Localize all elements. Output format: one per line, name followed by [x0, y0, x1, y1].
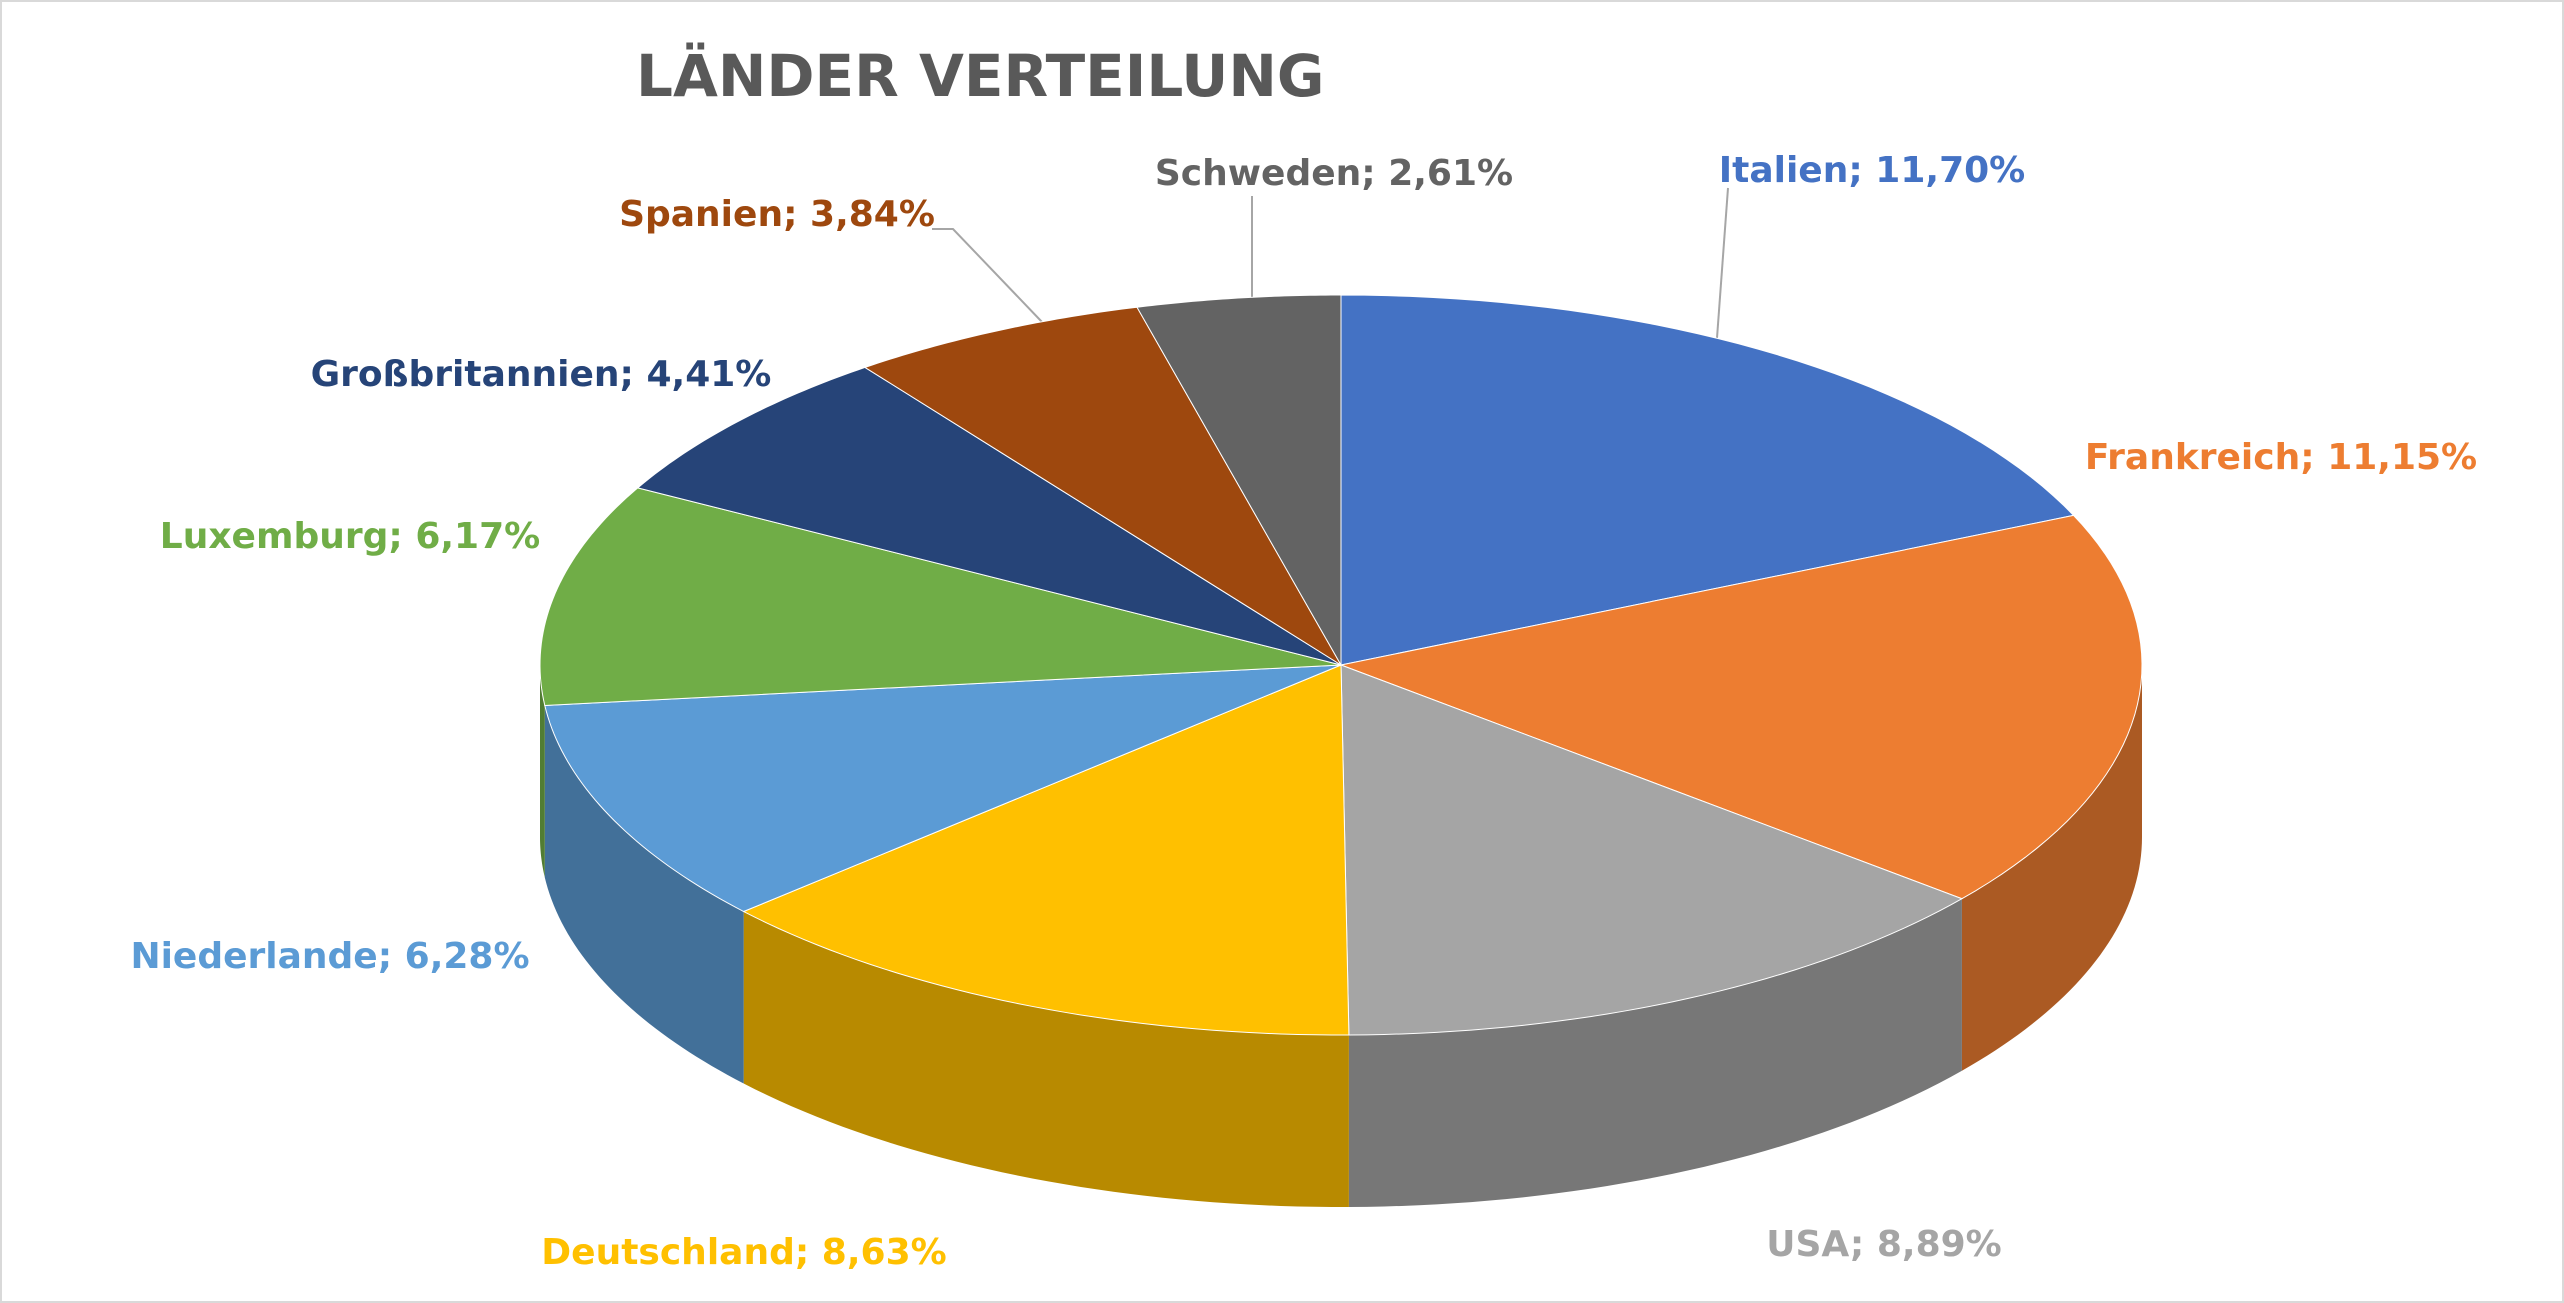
pie-slice: [1340, 664, 1964, 1036]
data-label-category: USA: [1766, 1224, 1850, 1265]
data-label: Italien; 11,70%: [1719, 150, 2026, 191]
pie-slice-side: [544, 705, 744, 1084]
data-label-value: 2,61%: [1388, 153, 1513, 194]
data-label-value: 11,15%: [2327, 437, 2477, 478]
data-label: Deutschland; 8,63%: [541, 1232, 946, 1273]
data-label-value: 6,17%: [415, 516, 540, 557]
data-label-category: Großbritannien: [311, 354, 620, 395]
pie-slices: [539, 294, 2143, 1036]
leader-line: [932, 228, 1043, 323]
data-label: Schweden; 2,61%: [1155, 153, 1513, 194]
data-label: Frankreich; 11,15%: [2085, 437, 2477, 478]
pie-slice: [1136, 294, 1342, 667]
data-label-category: Spanien: [619, 194, 783, 235]
chart-title: LÄNDER VERTEILUNG: [636, 41, 1324, 110]
data-label-value: 6,28%: [405, 936, 530, 977]
data-label: Großbritannien; 4,41%: [311, 354, 772, 395]
data-label-value: 11,70%: [1875, 150, 2025, 191]
data-label-value: 8,63%: [822, 1232, 947, 1273]
data-label-value: 4,41%: [646, 354, 771, 395]
pie-slice-side: [743, 911, 1349, 1207]
data-label-category: Italien: [1719, 150, 1849, 191]
data-label-value: 8,89%: [1877, 1224, 2002, 1265]
data-label-separator: ;: [795, 1232, 822, 1273]
leader-line: [1716, 187, 1729, 339]
data-label: Niederlande; 6,28%: [130, 936, 529, 977]
data-label: Luxemburg; 6,17%: [160, 516, 540, 557]
data-label: Spanien; 3,84%: [619, 194, 935, 235]
pie-slice: [544, 664, 1342, 913]
data-label-separator: ;: [2300, 437, 2327, 478]
pie-slice: [863, 306, 1342, 666]
pie-sides: [540, 665, 2142, 1207]
data-label-separator: ;: [783, 194, 810, 235]
pie-slice: [539, 487, 1342, 706]
pie-slice: [1340, 294, 2075, 666]
data-label-separator: ;: [1850, 1224, 1877, 1265]
pie-slice-side: [1348, 898, 1962, 1207]
pie-slice-side: [1961, 665, 2142, 1071]
data-label-value: 3,84%: [810, 194, 935, 235]
data-label-separator: ;: [1848, 150, 1875, 191]
pie-slice: [636, 366, 1342, 666]
data-label-category: Deutschland: [541, 1232, 795, 1273]
data-label-separator: ;: [378, 936, 405, 977]
data-label-category: Schweden: [1155, 153, 1361, 194]
leader-lines: [932, 187, 1729, 339]
data-label: USA; 8,89%: [1766, 1224, 2002, 1265]
data-label-category: Frankreich: [2085, 437, 2300, 478]
data-label-separator: ;: [1361, 153, 1388, 194]
pie-slice-side: [540, 665, 545, 878]
data-label-category: Niederlande: [130, 936, 377, 977]
pie-slice: [1339, 514, 2143, 900]
data-label-separator: ;: [620, 354, 647, 395]
data-label-separator: ;: [388, 516, 415, 557]
pie-slice: [742, 664, 1350, 1036]
data-label-category: Luxemburg: [160, 516, 389, 557]
